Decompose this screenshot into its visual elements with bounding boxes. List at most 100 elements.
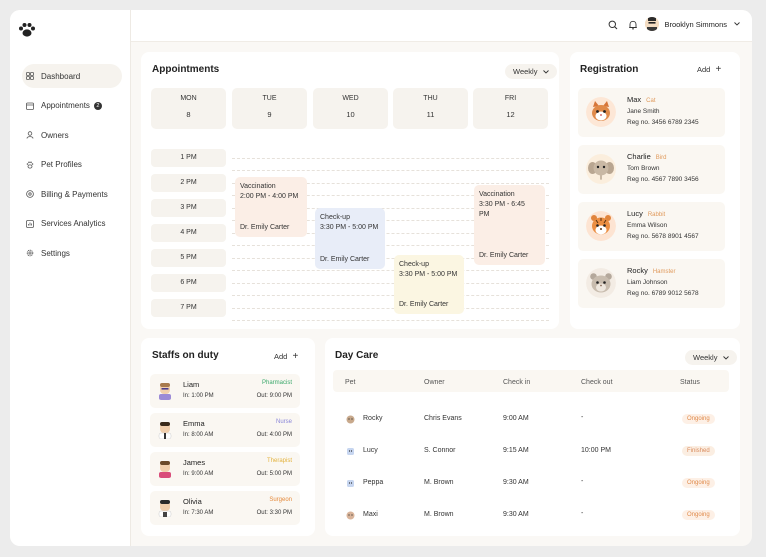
- day-name: THU: [423, 95, 438, 102]
- table-header: [333, 370, 729, 392]
- sidebar-item-owners[interactable]: Owners: [22, 123, 122, 147]
- day-name: FRI: [504, 95, 517, 102]
- staff-item[interactable]: James In: 9:00 AM Therapist Out: 5:00 PM: [150, 452, 300, 486]
- sidebar-item-billing[interactable]: Billing & Payments: [22, 182, 122, 206]
- staff-card: Staffs on duty Add + Liam In: 1:00 PM Ph…: [141, 338, 315, 536]
- day-date: 10: [346, 110, 355, 119]
- cell-check-in: 9:15 AM: [503, 447, 529, 454]
- grid-line: [232, 308, 549, 309]
- registration-item[interactable]: Rocky Hamster Liam Johnson Reg no. 6789 9…: [578, 259, 725, 308]
- user-menu[interactable]: Brooklyn Simmons: [645, 17, 740, 31]
- pet-name-text: Charlie: [627, 152, 651, 161]
- table-row[interactable]: Rocky Chris Evans 9:00 AM - Ongoing: [325, 405, 740, 433]
- staff-check-in: In: 9:00 AM: [183, 471, 214, 477]
- staff-check-out: Out: 9:00 PM: [256, 393, 292, 399]
- pet-name-text: Max: [627, 95, 642, 104]
- time-slot: 6 PM: [151, 274, 226, 292]
- cell-check-out: -: [581, 414, 584, 421]
- column-header-owner: Owner: [424, 379, 445, 386]
- pet-name-text: Rocky: [627, 266, 648, 275]
- search-icon[interactable]: [608, 20, 618, 30]
- calendar-days-header: MON 8 TUE 9 WED 10 THU 11 FRI 12: [151, 88, 549, 129]
- table-row[interactable]: Peppa M. Brown 9:30 AM - Ongoing: [325, 469, 740, 497]
- event-doctor: Dr. Emily Carter: [320, 256, 370, 263]
- sidebar-item-label: Settings: [41, 248, 70, 258]
- staff-item[interactable]: Liam In: 1:00 PM Pharmacist Out: 9:00 PM: [150, 374, 300, 408]
- staff-name: Liam: [183, 380, 200, 389]
- calendar-grid: 1 PM 2 PM 3 PM 4 PM 5 PM 6 PM 7 PM Vacci…: [151, 149, 549, 324]
- event-title: Check-up: [320, 214, 350, 221]
- day-header-wed[interactable]: WED 10: [313, 88, 388, 129]
- appointments-title: Appointments: [152, 64, 220, 75]
- appointment-event[interactable]: Check-up 3:30 PM - 5:00 PM Dr. Emily Car…: [315, 208, 385, 269]
- staff-role: Surgeon: [269, 497, 292, 503]
- day-header-tue[interactable]: TUE 9: [232, 88, 307, 129]
- registration-add-button[interactable]: Add +: [697, 64, 722, 75]
- bird-icon: [347, 448, 354, 455]
- appointment-event[interactable]: Vaccination 2:00 PM - 4:00 PM Dr. Emily …: [235, 177, 307, 237]
- calendar-icon: [26, 102, 34, 110]
- sidebar-item-label: Dashboard: [41, 71, 81, 81]
- bell-icon[interactable]: [628, 20, 638, 30]
- staff-item[interactable]: Emma In: 8:00 AM Nurse Out: 4:00 PM: [150, 413, 300, 447]
- registration-card: Registration Add + Max Cat Jane Smith Reg…: [570, 52, 740, 329]
- sidebar-item-dashboard[interactable]: Dashboard: [22, 64, 122, 88]
- owner-name: Liam Johnson: [627, 279, 668, 286]
- grid-line: [232, 170, 549, 171]
- event-title: Vaccination: [479, 191, 515, 198]
- registration-item[interactable]: Lucy Rabbit Emma Wilson Reg no. 5678 8901…: [578, 202, 725, 251]
- staff-item[interactable]: Olivia In: 7:30 AM Surgeon Out: 3:30 PM: [150, 491, 300, 525]
- day-header-thu[interactable]: THU 11: [393, 88, 468, 129]
- appointment-event[interactable]: Vaccination 3:30 PM - 6:45 PM Dr. Emily …: [474, 185, 545, 265]
- paw-logo-icon[interactable]: [18, 22, 36, 38]
- cat-avatar-icon: [586, 97, 616, 127]
- pet-name: Charlie Bird: [627, 152, 666, 161]
- time-slot: 7 PM: [151, 299, 226, 317]
- day-name: MON: [180, 95, 197, 102]
- event-time: 2:00 PM - 4:00 PM: [240, 193, 299, 200]
- day-header-mon[interactable]: MON 8: [151, 88, 226, 129]
- cell-pet: Lucy: [363, 447, 378, 454]
- sidebar-item-pet-profiles[interactable]: Pet Profiles: [22, 153, 122, 177]
- species-tag: Rabbit: [647, 212, 666, 218]
- event-doctor: Dr. Emily Carter: [240, 224, 290, 231]
- registration-number: Reg no. 4567 7890 3456: [627, 176, 699, 183]
- time-slot: 4 PM: [151, 224, 226, 242]
- paw-icon: [26, 161, 34, 169]
- billing-icon: [26, 190, 34, 198]
- day-name: TUE: [262, 95, 277, 102]
- registration-item[interactable]: Charlie Bird Tom Brown Reg no. 4567 7890 …: [578, 145, 725, 194]
- staff-add-button[interactable]: Add +: [274, 351, 299, 362]
- dog-icon: [346, 511, 355, 520]
- time-slot: 1 PM: [151, 149, 226, 167]
- table-row[interactable]: Maxi M. Brown 9:30 AM - Ongoing: [325, 501, 740, 529]
- grid-line: [232, 208, 549, 209]
- sidebar-item-services-analytics[interactable]: Services Analytics: [22, 212, 122, 236]
- time-slot: 5 PM: [151, 249, 226, 267]
- grid-icon: [26, 72, 34, 80]
- appointment-event[interactable]: Check-up 3:30 PM - 5:00 PM Dr. Emily Car…: [394, 255, 464, 314]
- staff-check-out: Out: 5:00 PM: [256, 471, 292, 477]
- top-bar: Brooklyn Simmons: [131, 10, 752, 42]
- table-row[interactable]: Lucy S. Connor 9:15 AM 10:00 PM Finished: [325, 437, 740, 465]
- species-tag: Hamster: [652, 269, 676, 275]
- column-header-check-out: Check out: [581, 379, 613, 386]
- grid-line: [232, 270, 549, 271]
- appointments-view-select[interactable]: Weekly: [505, 64, 557, 79]
- daycare-card: Day Care Weekly Pet Owner Check in Check…: [325, 338, 740, 536]
- daycare-view-select[interactable]: Weekly: [685, 350, 737, 365]
- grid-line: [232, 258, 549, 259]
- plus-icon: +: [715, 64, 722, 75]
- time-slot: 2 PM: [151, 174, 226, 192]
- grid-line: [232, 295, 549, 296]
- registration-item[interactable]: Max Cat Jane Smith Reg no. 3456 6789 2345: [578, 88, 725, 137]
- day-header-fri[interactable]: FRI 12: [473, 88, 548, 129]
- status-badge: Ongoing: [682, 414, 715, 424]
- event-time: 3:30 PM - 6:45 PM: [479, 201, 525, 218]
- plus-icon: +: [292, 351, 299, 362]
- owner-name: Jane Smith: [627, 108, 660, 115]
- species-tag: Cat: [646, 98, 656, 104]
- sidebar-item-appointments[interactable]: Appointments 2: [22, 94, 122, 118]
- sidebar-item-settings[interactable]: Settings: [22, 241, 122, 265]
- owner-name: Emma Wilson: [627, 222, 668, 229]
